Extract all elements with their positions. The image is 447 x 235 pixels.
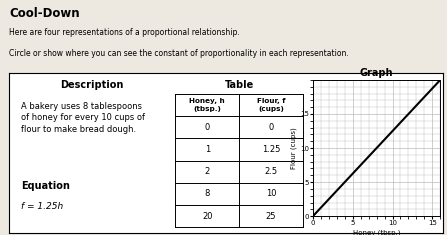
Text: 0: 0 [205,123,210,132]
Text: 1: 1 [205,145,210,154]
Text: 10: 10 [266,189,276,198]
Text: Description: Description [60,80,123,90]
Text: Table: Table [224,80,254,90]
Text: A bakery uses 8 tablespoons
of honey for every 10 cups of
flour to make bread do: A bakery uses 8 tablespoons of honey for… [21,102,145,134]
Text: 25: 25 [266,212,276,221]
Y-axis label: Flour (cups): Flour (cups) [291,127,297,169]
Text: 0: 0 [268,123,274,132]
X-axis label: Honey (tbsp.): Honey (tbsp.) [353,229,401,235]
Text: 20: 20 [202,212,212,221]
Text: Flour, f
(cups): Flour, f (cups) [257,98,285,112]
Text: Honey, h
(tbsp.): Honey, h (tbsp.) [190,98,225,112]
Text: 2: 2 [205,167,210,176]
Text: Equation: Equation [21,181,70,191]
Text: Circle or show where you can see the constant of proportionality in each represe: Circle or show where you can see the con… [9,49,349,58]
Text: 8: 8 [205,189,210,198]
Text: f = 1.25h: f = 1.25h [21,202,63,211]
Title: Graph: Graph [360,68,393,78]
Text: 1.25: 1.25 [262,145,280,154]
Text: Cool-Down: Cool-Down [9,7,80,20]
Text: Here are four representations of a proportional relationship.: Here are four representations of a propo… [9,28,240,37]
Text: 2.5: 2.5 [265,167,278,176]
